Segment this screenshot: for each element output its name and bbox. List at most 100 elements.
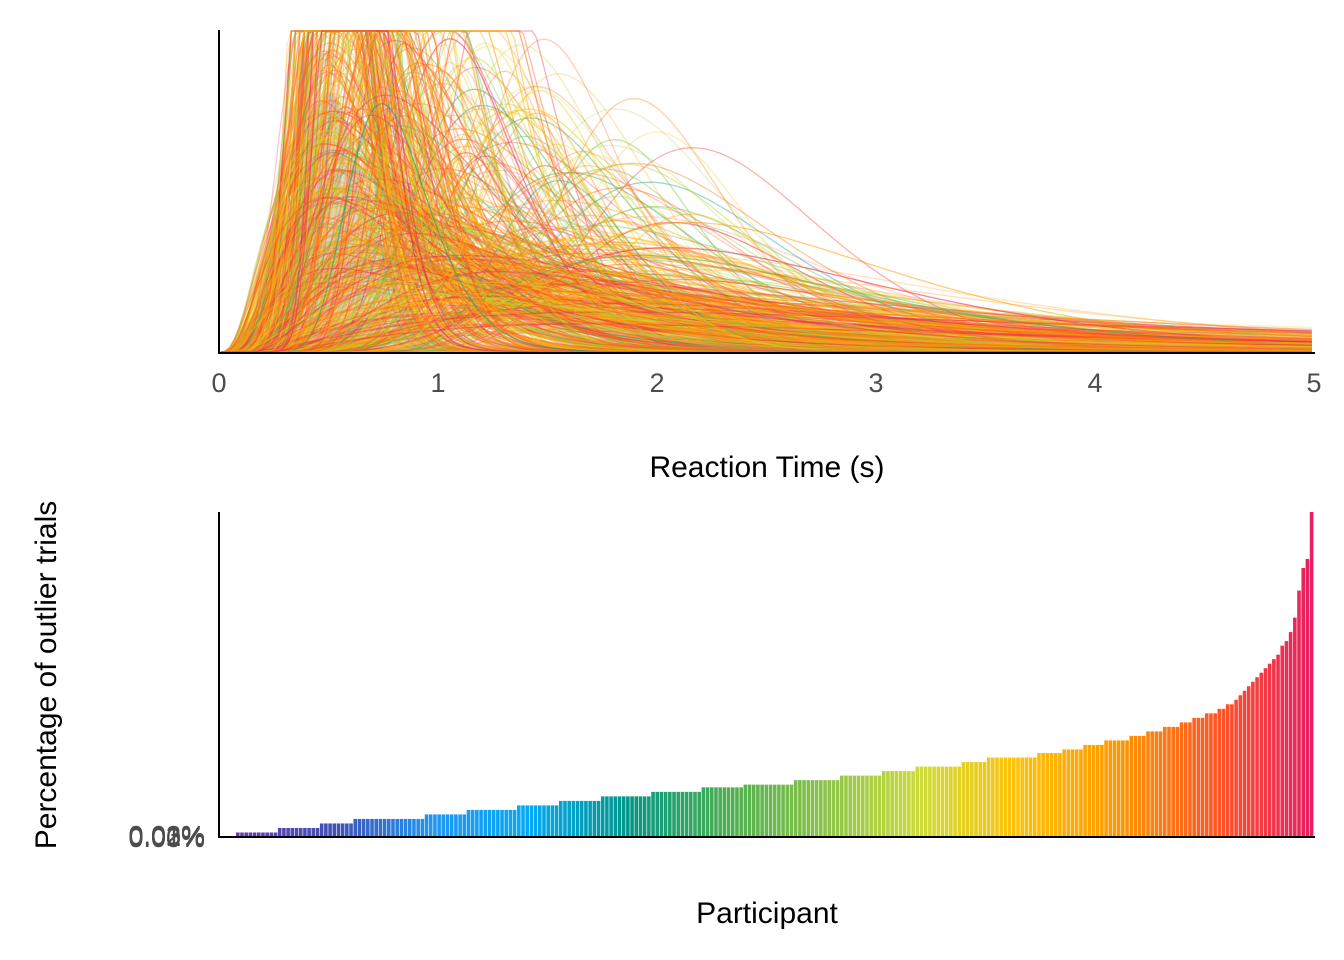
outlier-bar <box>756 784 760 837</box>
participant-density-curve <box>221 226 1312 353</box>
outlier-bar <box>349 823 353 837</box>
density-panel: 0 1 2 3 4 5 Reaction Time (s) <box>211 30 1322 484</box>
outlier-bar <box>378 818 383 837</box>
participant-density-curve <box>221 254 1312 353</box>
participant-density-curve <box>221 283 1312 353</box>
outlier-bar <box>848 775 852 837</box>
outlier-bar <box>630 796 634 838</box>
outlier-bar <box>558 800 563 837</box>
outlier-bar <box>256 832 261 837</box>
outlier-bar <box>693 791 697 837</box>
outlier-bar <box>445 814 450 837</box>
participant-density-curve <box>221 207 1312 353</box>
participant-density-curve <box>221 205 1312 353</box>
outlier-bar <box>1221 708 1226 837</box>
outlier-bar <box>1016 757 1020 837</box>
outlier-bar <box>1192 717 1196 837</box>
outlier-bar <box>546 805 550 837</box>
outlier-bar <box>1288 632 1293 837</box>
outlier-bar <box>609 796 613 838</box>
outlier-bar <box>407 818 412 837</box>
outlier-bar <box>873 775 878 837</box>
outlier-bar <box>1125 740 1129 837</box>
outlier-bar <box>810 780 815 838</box>
outlier-bar <box>353 818 358 837</box>
outlier-bar <box>1305 558 1310 837</box>
outlier-bar <box>1293 617 1297 838</box>
outlier-bar <box>835 780 840 838</box>
participant-density-curve <box>221 201 1312 353</box>
outlier-bar <box>991 757 995 837</box>
outlier-bar <box>496 809 500 837</box>
participant-density-curve <box>221 298 1312 353</box>
participant-density-curve <box>221 206 1312 353</box>
outlier-bar <box>554 805 559 837</box>
bar-y-tick-label: 0.02% <box>128 821 205 851</box>
participant-density-curve <box>221 189 1312 353</box>
outlier-bar <box>802 780 806 838</box>
participant-density-curve <box>221 247 1312 353</box>
outlier-bar <box>374 818 379 837</box>
outlier-bar <box>760 784 764 837</box>
participant-density-curve <box>221 264 1312 353</box>
outlier-bar <box>1087 744 1092 837</box>
bar-y-tick-label: 0.01% <box>128 822 205 852</box>
outlier-bar <box>391 818 395 837</box>
outlier-bar <box>768 784 773 837</box>
outlier-bar <box>525 805 530 837</box>
outlier-bar <box>621 796 626 838</box>
participant-density-curve <box>221 199 1312 353</box>
outlier-bar <box>684 791 689 837</box>
participant-density-curve <box>221 271 1312 353</box>
outlier-bar <box>944 766 949 837</box>
participant-density-curve <box>221 228 1312 353</box>
outlier-bar <box>340 823 345 837</box>
outlier-bar <box>1007 757 1012 837</box>
outlier-bar <box>709 787 714 837</box>
outlier-bar <box>1213 713 1217 837</box>
outlier-bar <box>986 757 991 837</box>
participant-density-curve <box>221 235 1312 353</box>
outlier-bar <box>823 780 827 838</box>
outlier-bar <box>1079 749 1083 837</box>
outlier-bar <box>366 818 370 837</box>
participant-density-curve <box>221 295 1312 353</box>
outlier-bar <box>1133 735 1138 837</box>
participant-density-curve <box>221 252 1312 353</box>
outlier-bar <box>1171 726 1175 837</box>
outlier-bar <box>399 818 404 837</box>
outlier-bar <box>1024 757 1029 837</box>
outlier-bar <box>584 800 588 837</box>
outlier-bar <box>1053 753 1058 837</box>
outlier-bar <box>651 791 655 837</box>
outlier-bar <box>538 805 542 837</box>
participant-density-curve <box>221 156 1312 353</box>
outlier-bar <box>315 827 320 837</box>
participant-density-curve <box>221 302 1312 353</box>
outlier-bar <box>298 827 303 837</box>
outlier-bar <box>1121 740 1125 837</box>
outlier-bar <box>869 775 873 837</box>
outlier-bar <box>1200 717 1205 837</box>
outlier-bar <box>764 784 769 837</box>
outlier-bar <box>840 775 844 837</box>
outlier-bar <box>1137 735 1142 837</box>
outlier-bar <box>1129 735 1134 837</box>
participant-density-curve <box>221 266 1312 353</box>
outlier-bar <box>902 771 907 837</box>
outlier-bar <box>970 762 974 837</box>
participant-density-curve <box>221 254 1312 353</box>
outlier-bar <box>701 787 706 837</box>
outlier-bar <box>1116 740 1121 837</box>
bar-x-axis-title: Participant <box>696 897 838 930</box>
outlier-bar <box>336 823 341 837</box>
outlier-bar <box>265 832 269 837</box>
outlier-bar <box>282 827 286 837</box>
outlier-bar <box>1095 744 1100 837</box>
outlier-bar <box>806 780 811 838</box>
outlier-bar <box>345 823 349 837</box>
outlier-bar <box>1179 722 1184 837</box>
outlier-bar <box>294 827 299 837</box>
outlier-bar <box>1188 722 1192 837</box>
outlier-bar <box>487 809 492 837</box>
